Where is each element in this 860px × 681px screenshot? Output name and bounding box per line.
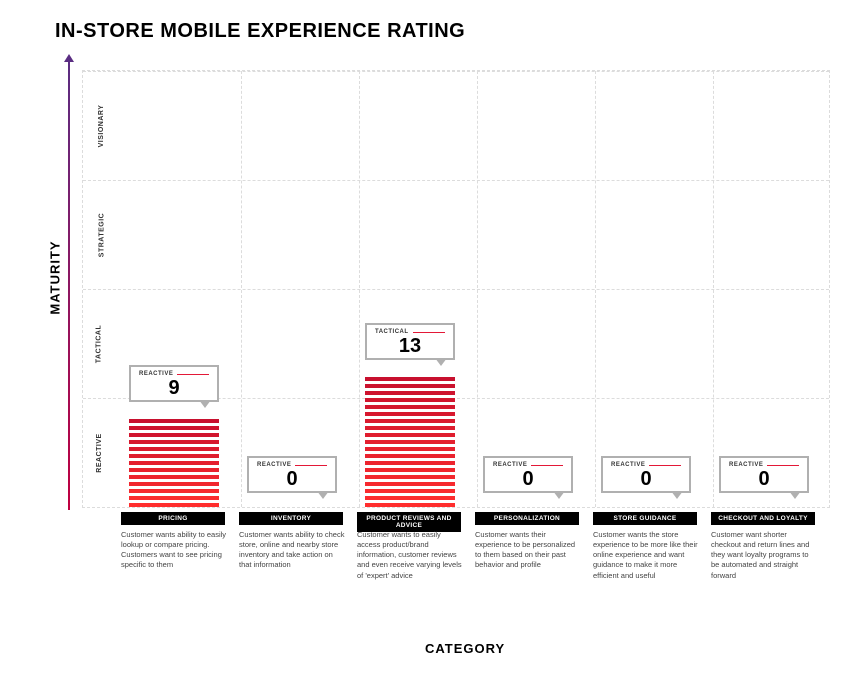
tooltip-value: 0: [729, 469, 799, 489]
value-tooltip: REACTIVE0: [483, 456, 573, 493]
grid-column: [477, 71, 478, 507]
bar-stripe: [365, 482, 455, 486]
maturity-chart: REACTIVE TACTICAL STRATEGIC VISIONARY REACTI…: [82, 70, 830, 508]
bar-stripe: [365, 475, 455, 479]
bar-stripe: [129, 440, 219, 444]
bar-stripe: [365, 405, 455, 409]
bar-stripe: [365, 496, 455, 500]
tooltip-level-line: [177, 374, 209, 375]
maturity-row-label: REACTIVE: [96, 433, 103, 472]
category-description: Customer want shorter checkout and retur…: [711, 530, 817, 581]
x-axis-label: CATEGORY: [425, 641, 505, 656]
value-tooltip: REACTIVE0: [601, 456, 691, 493]
grid-column: [359, 71, 360, 507]
value-tooltip: REACTIVE0: [247, 456, 337, 493]
category-label: INVENTORY: [239, 512, 343, 525]
bar-stripe: [129, 496, 219, 500]
bar-stripe: [365, 433, 455, 437]
bar-stripe: [365, 489, 455, 493]
category-description: Customer wants to easily access product/…: [357, 530, 463, 581]
bar-stripe: [129, 489, 219, 493]
tooltip-value: 0: [611, 469, 681, 489]
value-tooltip: TACTICAL13: [365, 323, 455, 360]
tooltip-level-line: [295, 465, 327, 466]
bar-stripe: [129, 475, 219, 479]
bar-stripe: [129, 482, 219, 486]
tooltip-level-line: [413, 332, 445, 333]
bar-stripe: [129, 503, 219, 507]
tooltip-level-line: [767, 465, 799, 466]
bar-stripe: [129, 447, 219, 451]
maturity-row-label: TACTICAL: [96, 325, 103, 363]
tooltip-value: 13: [375, 336, 445, 356]
tooltip-value: 0: [493, 469, 563, 489]
bar-stripe: [365, 461, 455, 465]
bar-stripe: [365, 412, 455, 416]
bar-stripe: [129, 454, 219, 458]
tooltip-level-line: [649, 465, 681, 466]
category-description: Customer wants ability to easily lookup …: [121, 530, 227, 571]
bar-stripe: [129, 426, 219, 430]
chart-title: IN-STORE MOBILE EXPERIENCE RATING: [55, 20, 465, 43]
category-description: Customer wants ability to check store, o…: [239, 530, 345, 571]
bar-stripe: [365, 454, 455, 458]
bar-stripe: [129, 468, 219, 472]
category-description: Customer wants the store experience to b…: [593, 530, 699, 581]
bar-stripe: [365, 398, 455, 402]
category-label: CHECKOUT AND LOYALTY: [711, 512, 815, 525]
bar-stripe: [129, 433, 219, 437]
grid-column: [241, 71, 242, 507]
category-description: Customer wants their experience to be pe…: [475, 530, 581, 571]
bar-stack: [129, 419, 219, 507]
y-axis-label: MATURITY: [48, 240, 63, 314]
tooltip-level-line: [531, 465, 563, 466]
maturity-row: VISIONARY: [83, 71, 829, 180]
bar-stripe: [365, 384, 455, 388]
bar-stripe: [129, 461, 219, 465]
bar-stack: [365, 377, 455, 507]
category-label: STORE GUIDANCE: [593, 512, 697, 525]
grid-column: [713, 71, 714, 507]
bar-stripe: [365, 377, 455, 381]
tooltip-value: 0: [257, 469, 327, 489]
tooltip-value: 9: [139, 378, 209, 398]
maturity-row: STRATEGIC: [83, 180, 829, 289]
bar-stripe: [365, 426, 455, 430]
bar-stripe: [365, 468, 455, 472]
bar-stripe: [365, 419, 455, 423]
bar-stripe: [365, 447, 455, 451]
y-axis-arrow: [68, 60, 70, 510]
bar-stripe: [365, 440, 455, 444]
bar-stripe: [365, 503, 455, 507]
value-tooltip: REACTIVE0: [719, 456, 809, 493]
category-label: PRODUCT REVIEWS AND ADVICE: [357, 512, 461, 532]
category-label: PERSONALIZATION: [475, 512, 579, 525]
bar-stripe: [129, 419, 219, 423]
bar-stripe: [365, 391, 455, 395]
category-labels-area: PRICING Customer wants ability to easily …: [82, 510, 830, 640]
maturity-row-label: VISIONARY: [98, 105, 105, 148]
maturity-row-label: STRATEGIC: [99, 213, 106, 257]
grid-column: [595, 71, 596, 507]
category-label: PRICING: [121, 512, 225, 525]
value-tooltip: REACTIVE9: [129, 365, 219, 402]
